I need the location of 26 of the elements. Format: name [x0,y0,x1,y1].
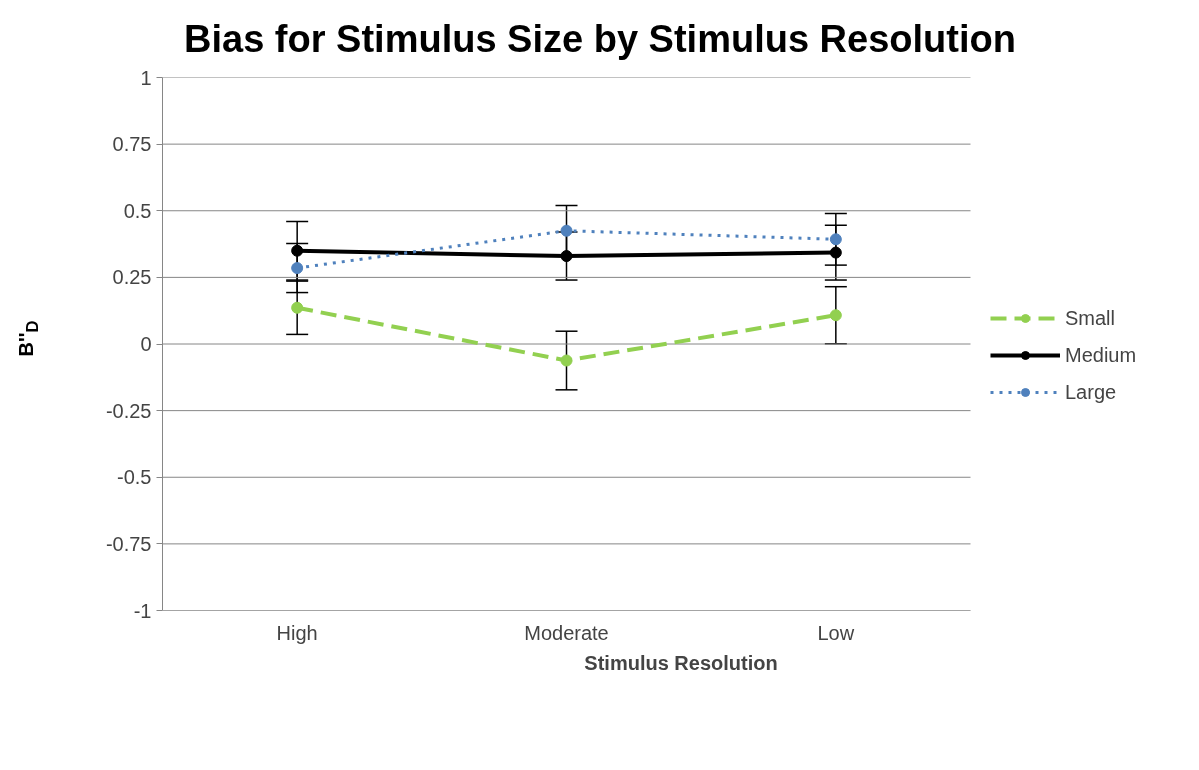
legend-label: Small [1065,306,1116,330]
y-tick-label: 0.25 [112,266,152,289]
point [560,224,573,237]
chart-title: Bias for Stimulus Size by Stimulus Resolution [183,17,1017,62]
y-tick-label: -0.25 [105,399,152,422]
x-axis-title: Stimulus Resolution [584,651,778,674]
y-tick-label: 0 [140,333,152,355]
point [560,354,573,367]
y-tick-label: -1 [133,599,152,622]
point [291,301,304,314]
point [829,309,842,322]
legend-label: Medium [1065,343,1137,367]
point [291,244,304,257]
point [560,250,573,263]
y-tick-label: 0.5 [123,199,152,222]
point [829,246,842,259]
y-tick-label: 0.75 [112,133,152,156]
point [291,262,304,275]
y-tick-label: -0.5 [117,466,152,489]
legend-label: Large [1065,380,1117,404]
x-tick-label: Low [817,621,855,644]
x-tick-label: Moderate [524,621,609,644]
y-tick-label: 1 [140,66,152,89]
point [829,233,842,246]
y-tick-label: -0.75 [105,532,152,555]
x-tick-label: High [276,621,318,644]
